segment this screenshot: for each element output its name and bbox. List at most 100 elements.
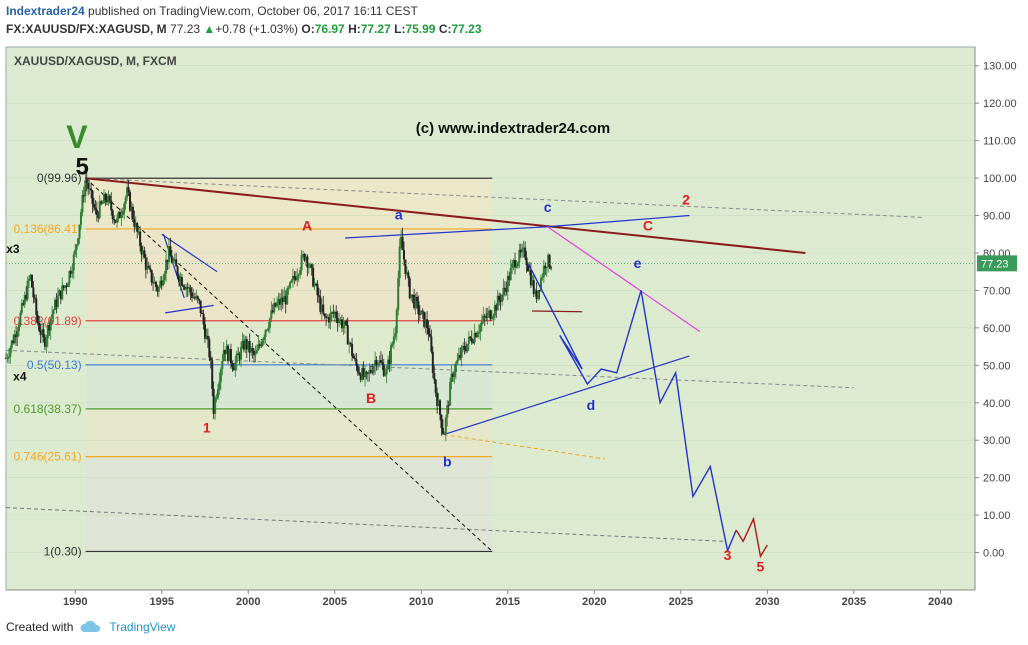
publisher-name[interactable]: Indextrader24 <box>6 4 85 18</box>
candle-body <box>509 267 512 281</box>
candle-body <box>423 311 426 327</box>
candle-body <box>49 318 52 331</box>
candle-body <box>133 219 136 227</box>
candle-body <box>280 297 283 305</box>
candle-body <box>503 287 506 290</box>
candle-body <box>144 257 147 270</box>
candle-body <box>180 277 183 286</box>
candle-body <box>55 299 58 307</box>
candle-body <box>79 212 82 225</box>
price-chart[interactable]: 0(99.96) 0.136(86.41) 0.382(61.89) 0.5(50.1… <box>0 40 1028 612</box>
candle-body <box>143 250 146 258</box>
candle-body <box>120 215 123 218</box>
candle-body <box>116 218 119 223</box>
created-with-text: Created with <box>6 620 74 634</box>
candle-body <box>225 345 228 355</box>
y-tick-label: 0.00 <box>983 548 1004 560</box>
candle-body <box>366 372 369 374</box>
candle-body <box>105 200 108 203</box>
candle-body <box>141 250 144 255</box>
candle-body <box>170 255 173 263</box>
candle-body <box>219 369 222 382</box>
candle-body <box>247 341 250 350</box>
candle-body <box>378 360 381 365</box>
candle-body <box>498 295 501 301</box>
candle-body <box>189 287 192 293</box>
candle-body <box>332 312 335 314</box>
candle-body <box>516 262 519 267</box>
candle-body <box>146 265 149 270</box>
candle-body <box>499 300 502 302</box>
candle-body <box>330 312 333 314</box>
candle-body <box>502 287 505 295</box>
candle-body <box>67 283 70 287</box>
candle-body <box>300 255 303 270</box>
candle-body <box>228 349 231 362</box>
candle-body <box>23 295 26 305</box>
candle-body <box>467 336 470 344</box>
candle-body <box>486 312 489 319</box>
tradingview-cloud-icon <box>80 620 101 632</box>
candle-body <box>323 313 326 317</box>
wave-label: B <box>366 390 376 406</box>
candle-body <box>446 405 449 418</box>
candle-body <box>172 260 175 263</box>
wave-label: 2 <box>682 191 690 207</box>
candle-body <box>157 287 160 292</box>
candle-body <box>462 345 465 347</box>
candle-body <box>255 350 258 354</box>
candle-body <box>71 270 74 274</box>
candle-body <box>7 356 10 358</box>
symbol-line: FX:XAUUSD/FX:XAGUSD, M 77.23 ▲+0.78 (+1.… <box>6 22 482 36</box>
candle-body <box>35 298 38 315</box>
candle-body <box>202 313 205 325</box>
candle-body <box>45 338 48 347</box>
candle-body <box>407 272 410 279</box>
dashed-trendline <box>5 349 854 389</box>
candle-body <box>78 224 81 239</box>
candle-body <box>167 246 170 263</box>
short-red-line <box>532 310 583 313</box>
candle-body <box>338 320 341 324</box>
candle-body <box>316 283 319 296</box>
candle-body <box>103 194 106 204</box>
candle-body <box>542 265 545 277</box>
candle-body <box>222 349 225 361</box>
candle-body <box>43 337 46 347</box>
candle-body <box>315 283 318 285</box>
candle-body <box>401 236 404 251</box>
candle-body <box>550 267 553 269</box>
wave-label: 3 <box>724 547 732 563</box>
candle-body <box>117 212 120 219</box>
candle-body <box>82 194 85 197</box>
candle-body <box>208 339 211 358</box>
candle-body <box>6 357 9 359</box>
projection-path-red <box>735 516 768 559</box>
candle-body <box>12 340 15 344</box>
candle-body <box>92 203 95 208</box>
tradingview-link[interactable]: TradingView <box>109 620 176 634</box>
candle-body <box>118 212 121 218</box>
candle-body <box>169 246 172 256</box>
candle-body <box>302 254 305 256</box>
candle-body <box>297 274 300 276</box>
candle-body <box>33 297 36 299</box>
candle-body <box>100 201 103 204</box>
candle-body <box>482 315 485 322</box>
wave-trendline <box>345 226 548 239</box>
candle-body <box>394 333 397 337</box>
candle-body <box>229 349 232 364</box>
fib-level-label: 0.5(50.13) <box>27 358 82 372</box>
candle-body <box>310 264 313 268</box>
candle-body <box>216 389 219 398</box>
candle-body <box>241 340 244 348</box>
candle-body <box>163 273 166 281</box>
candle-body <box>408 278 411 299</box>
candle-body <box>212 388 215 414</box>
candle-body <box>110 200 113 211</box>
candle-body <box>307 267 310 269</box>
candle-body <box>254 353 257 356</box>
candle-body <box>65 285 68 287</box>
candle-body <box>470 338 473 343</box>
candle-body <box>535 290 538 299</box>
